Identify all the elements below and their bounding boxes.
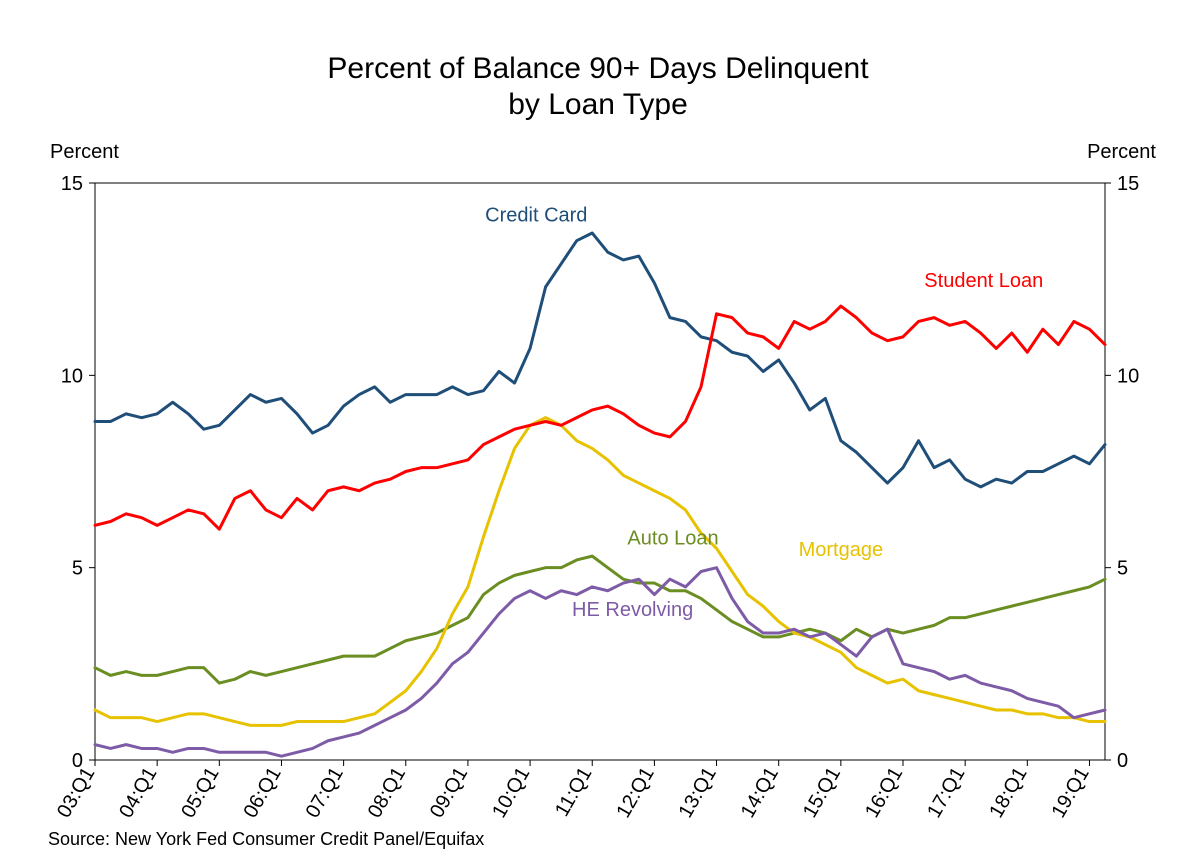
series-he_revolving (95, 568, 1105, 756)
y-tick-right-10: 10 (1117, 365, 1139, 387)
x-tick-19:Q1: 19:Q1 (1047, 764, 1093, 822)
x-tick-18:Q1: 18:Q1 (985, 764, 1031, 822)
y-tick-right-0: 0 (1117, 750, 1128, 772)
y-tick-right-5: 5 (1117, 558, 1128, 580)
series-label-mortgage: Mortgage (799, 539, 884, 561)
y-tick-left-10: 10 (61, 365, 83, 387)
chart-container: Percent of Balance 90+ Days Delinquent b… (0, 0, 1197, 865)
y-tick-left-15: 15 (61, 173, 83, 195)
y-ticks-left: 051015 (61, 173, 95, 772)
x-tick-15:Q1: 15:Q1 (799, 764, 845, 822)
series-label-he_revolving: HE Revolving (572, 599, 693, 621)
series-label-student_loan: Student Loan (924, 270, 1043, 292)
y-tick-left-5: 5 (72, 558, 83, 580)
x-tick-08:Q1: 08:Q1 (364, 764, 410, 822)
x-tick-12:Q1: 12:Q1 (612, 764, 658, 822)
x-tick-11:Q1: 11:Q1 (551, 764, 597, 821)
x-tick-03:Q1: 03:Q1 (53, 764, 99, 822)
x-tick-07:Q1: 07:Q1 (302, 764, 348, 822)
source-text: Source: New York Fed Consumer Credit Pan… (48, 829, 484, 849)
y-axis-right-title: Percent (1087, 141, 1156, 163)
series-label-credit_card: Credit Card (485, 204, 587, 226)
x-tick-10:Q1: 10:Q1 (488, 764, 534, 822)
chart-svg: Percent of Balance 90+ Days Delinquent b… (0, 0, 1197, 865)
x-tick-06:Q1: 06:Q1 (239, 764, 285, 822)
chart-title-line2: by Loan Type (508, 88, 688, 121)
x-tick-04:Q1: 04:Q1 (115, 764, 161, 822)
series-label-auto_loan: Auto Loan (627, 528, 718, 550)
series-group (95, 233, 1105, 756)
series-student_loan (95, 306, 1105, 529)
y-tick-right-15: 15 (1117, 173, 1139, 195)
x-tick-14:Q1: 14:Q1 (737, 764, 783, 822)
x-tick-13:Q1: 13:Q1 (675, 764, 721, 822)
y-axis-left-title: Percent (50, 141, 119, 163)
x-tick-05:Q1: 05:Q1 (177, 764, 223, 822)
series-labels: Credit Card Student Loan Auto Loan Mortgage… (485, 204, 1043, 620)
x-ticks: 03:Q1 04:Q1 05:Q1 06:Q1 07:Q1 08:Q1 09:Q1 10:Q1… (53, 760, 1094, 822)
x-tick-17:Q1: 17:Q1 (923, 764, 969, 822)
chart-title-line1: Percent of Balance 90+ Days Delinquent (327, 52, 869, 85)
x-tick-09:Q1: 09:Q1 (426, 764, 472, 822)
y-ticks-right: 0 5 10 15 (1105, 173, 1139, 772)
x-tick-16:Q1: 16:Q1 (861, 764, 907, 822)
